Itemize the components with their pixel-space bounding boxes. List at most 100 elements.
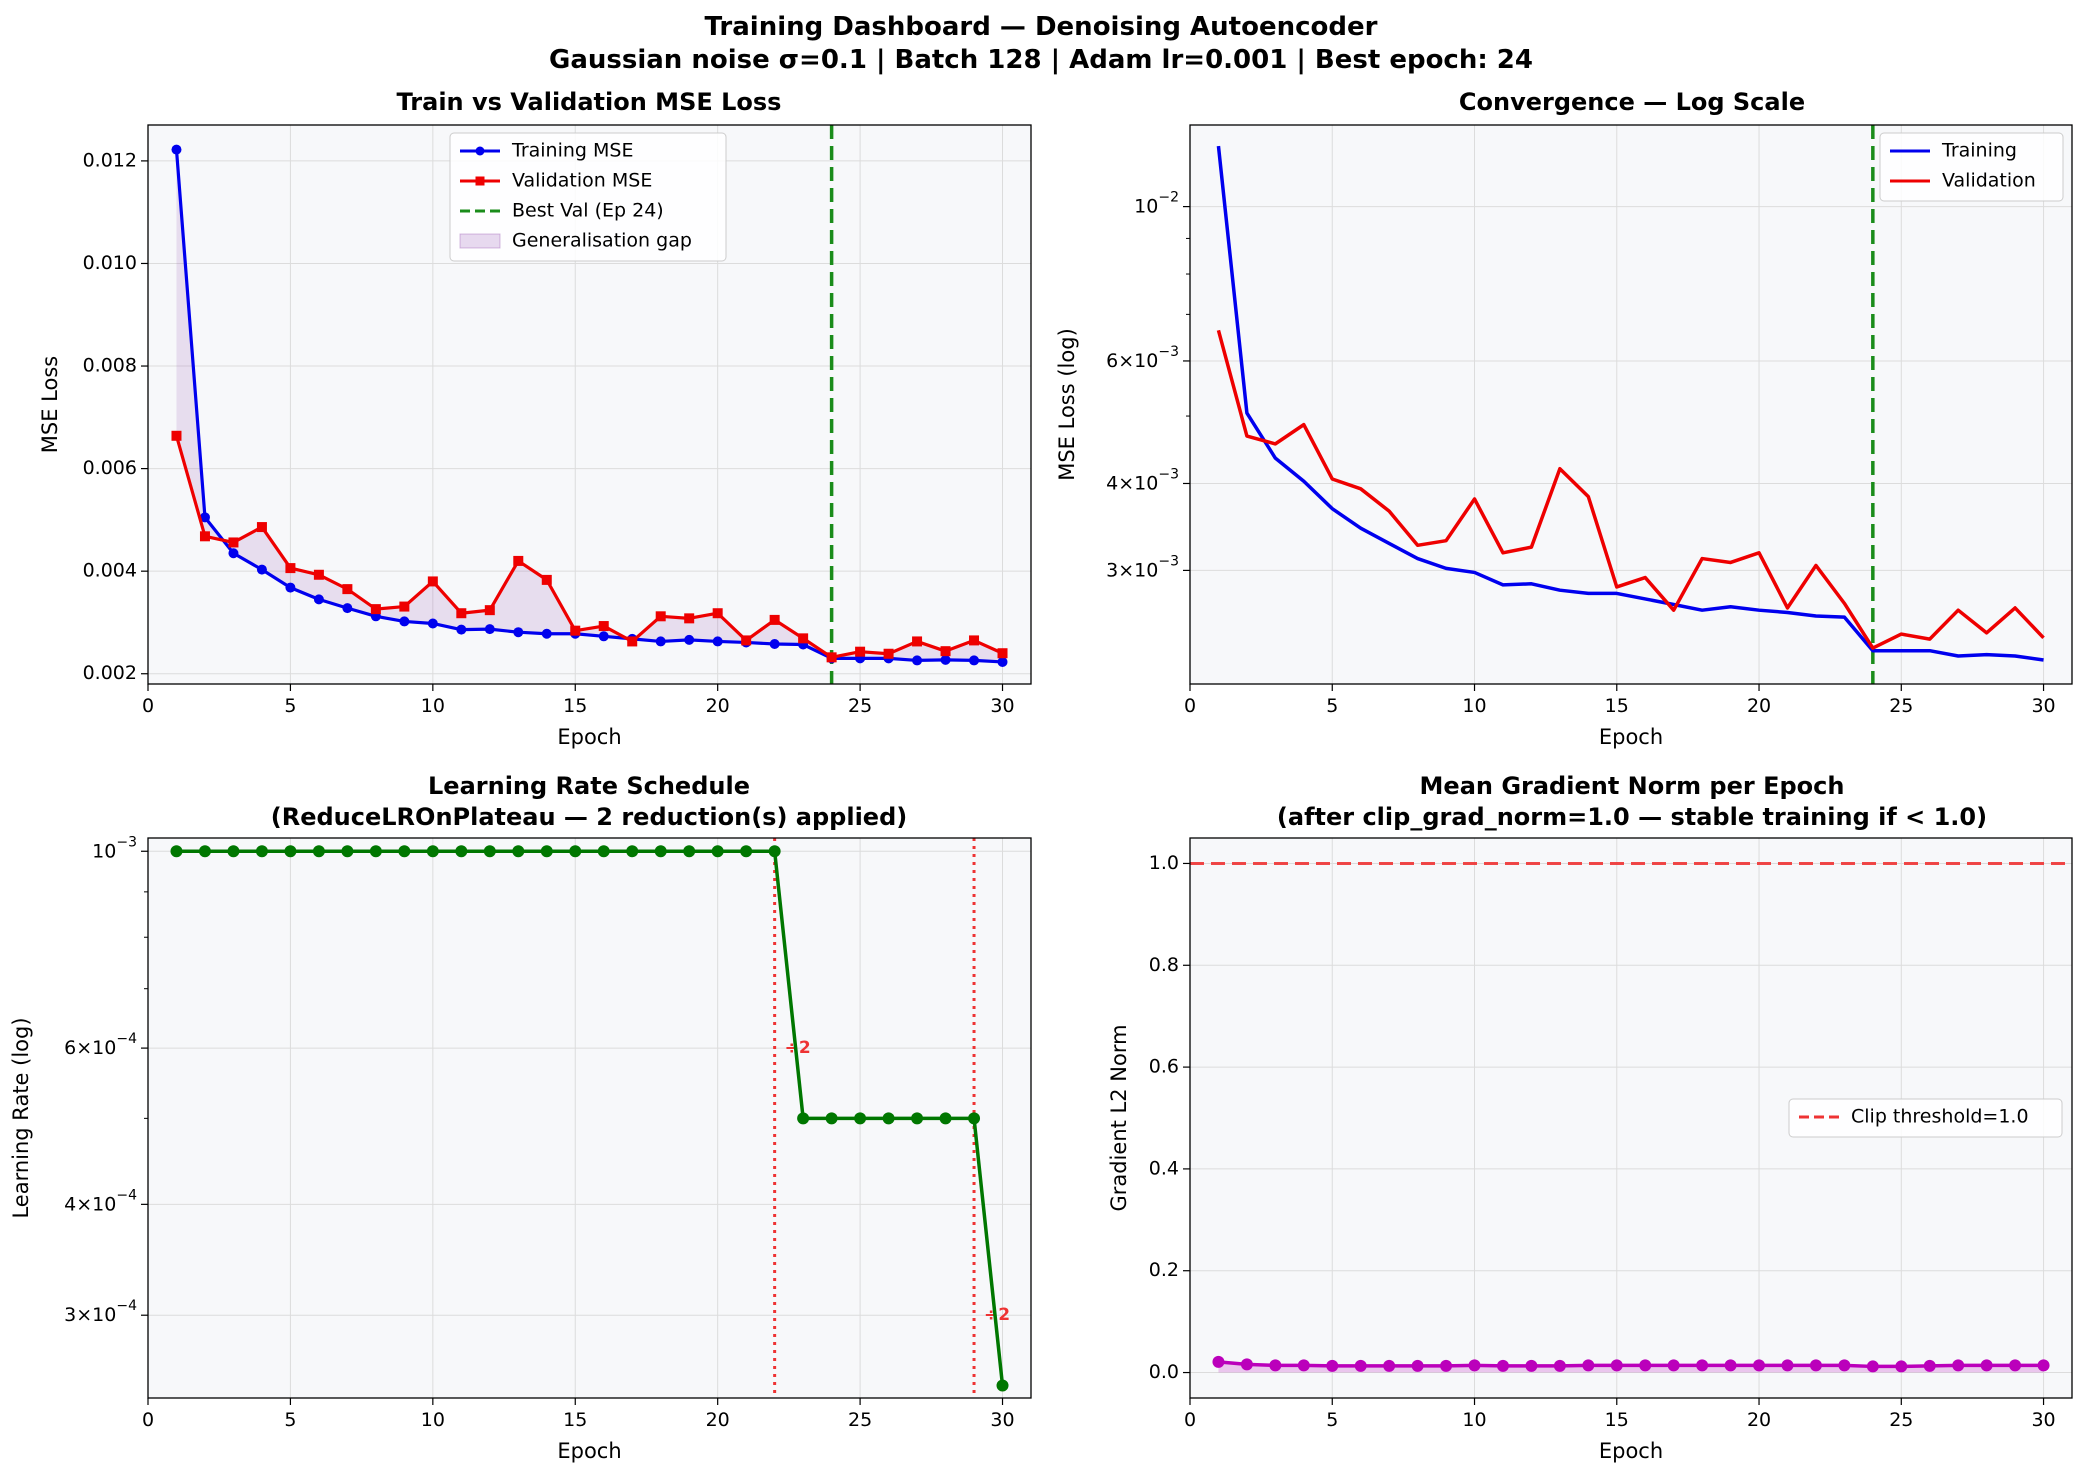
training-mse-point	[427, 618, 438, 629]
y-tick-base: 10	[92, 840, 116, 862]
panel-title: Learning Rate Schedule	[428, 772, 750, 800]
gradient-norm-point	[1980, 1359, 1993, 1372]
y-tick-exponent: −3	[1158, 553, 1179, 569]
y-tick-base: 10	[1134, 195, 1158, 217]
x-tick-label: 10	[421, 1409, 445, 1431]
learning-rate-point	[483, 845, 496, 858]
learning-rate-point	[768, 845, 781, 858]
gradient-norm-point	[1696, 1359, 1709, 1372]
lr-reduction-label: ÷2	[785, 1038, 811, 1058]
y-tick-base: 6×10	[64, 1037, 116, 1059]
validation-mse-point	[199, 531, 210, 542]
gradient-norm-point	[1326, 1359, 1339, 1372]
legend-marker	[475, 176, 485, 186]
training-mse-point	[313, 594, 324, 605]
x-tick-label: 0	[1184, 1409, 1196, 1431]
training-mse-point	[484, 624, 495, 635]
gradient-norm-point	[1383, 1359, 1396, 1372]
learning-rate-point	[711, 845, 724, 858]
learning-rate-point	[455, 845, 468, 858]
gradient-norm-point	[1639, 1359, 1652, 1372]
training-mse-point	[940, 654, 951, 665]
gradient-norm-point	[1895, 1360, 1908, 1373]
training-mse-point	[541, 628, 552, 639]
gradient-norm-point	[1525, 1359, 1538, 1372]
gradient-norm-point	[1610, 1359, 1623, 1372]
validation-mse-point	[912, 636, 923, 647]
legend-swatch	[459, 233, 501, 249]
x-tick-label: 25	[848, 695, 872, 717]
validation-mse-point	[712, 608, 723, 619]
y-tick-label: 6×10−3	[1106, 344, 1179, 372]
panel-subtitle: (ReduceLROnPlateau — 2 reduction(s) appl…	[271, 803, 907, 831]
y-axis-label: MSE Loss	[38, 356, 62, 453]
training-mse-point	[598, 631, 609, 642]
validation-mse-point	[513, 555, 524, 566]
x-tick-label: 10	[421, 695, 445, 717]
validation-mse-point	[570, 625, 581, 636]
y-tick-label: 6×10−4	[64, 1031, 137, 1059]
validation-mse-point	[370, 604, 381, 615]
validation-mse-point	[399, 601, 410, 612]
gradient-norm-point	[1724, 1359, 1737, 1372]
panel-title: Train vs Validation MSE Loss	[397, 88, 782, 116]
validation-mse-point	[342, 584, 353, 595]
training-mse-point	[712, 636, 723, 647]
x-tick-label: 20	[1747, 695, 1771, 717]
plot-area	[1190, 125, 2072, 684]
x-axis-label: Epoch	[557, 725, 621, 749]
validation-mse-point	[684, 613, 695, 624]
y-tick-label: 4×10−3	[1106, 466, 1179, 494]
gradient-norm-point	[1411, 1359, 1424, 1372]
panel-train-val-loss: Train vs Validation MSE Loss 0 5 10 15 20 25 3…	[38, 88, 1032, 749]
gradient-norm-point	[1297, 1359, 1310, 1372]
learning-rate-point	[569, 845, 582, 858]
y-tick-exponent: −3	[1158, 344, 1179, 360]
y-tick-exponent: −4	[116, 1187, 137, 1203]
learning-rate-point	[626, 845, 639, 858]
y-tick-label: 10−3	[92, 834, 137, 862]
gradient-norm-point	[1582, 1359, 1595, 1372]
learning-rate-point	[255, 845, 268, 858]
validation-mse-point	[484, 605, 495, 616]
training-mse-point	[399, 616, 410, 627]
x-tick-label: 5	[1326, 1409, 1338, 1431]
learning-rate-point	[996, 1379, 1009, 1392]
x-tick-label: 30	[2031, 1409, 2055, 1431]
axes-frame	[1189, 837, 2073, 1399]
validation-mse-point	[456, 608, 467, 619]
y-tick-label: 0.002	[83, 662, 137, 684]
axes-frame	[147, 837, 1032, 1399]
y-tick-label: 0.004	[83, 560, 137, 582]
lr-reduction-label: ÷2	[984, 1305, 1010, 1325]
validation-mse-point	[798, 633, 809, 644]
validation-mse-point	[228, 537, 239, 548]
validation-mse-point	[969, 635, 980, 646]
figure-title: Training Dashboard — Denoising Autoencod…	[705, 12, 1378, 42]
gradient-norm-point	[1952, 1359, 1965, 1372]
validation-mse-point	[883, 648, 894, 659]
legend-label: Training MSE	[511, 140, 633, 162]
y-tick-label: 0.010	[83, 252, 137, 274]
legend-label: Validation	[1942, 170, 2036, 192]
x-tick-label: 5	[284, 695, 296, 717]
gradient-norm-point	[1440, 1359, 1453, 1372]
training-mse-point	[997, 656, 1008, 667]
training-mse-point	[171, 144, 182, 155]
gradient-norm-point	[1667, 1359, 1680, 1372]
y-tick-exponent: −2	[1158, 190, 1179, 206]
gradient-norm-area	[1218, 1361, 2044, 1373]
x-tick-label: 15	[563, 695, 587, 717]
figure-subtitle: Gaussian noise σ=0.1 | Batch 128 | Adam …	[549, 45, 1533, 75]
legend-label: Validation MSE	[512, 170, 652, 192]
gradient-norm-point	[1781, 1359, 1794, 1372]
gradient-norm-point	[1354, 1359, 1367, 1372]
y-tick-label: 1.0	[1149, 852, 1179, 874]
validation-mse-point	[855, 646, 866, 657]
y-tick-label: 0.6	[1149, 1056, 1179, 1078]
gradient-norm-point	[1212, 1355, 1225, 1368]
gradient-norm-point	[1496, 1359, 1509, 1372]
x-tick-label: 25	[848, 1409, 872, 1431]
axes-frame	[147, 124, 1032, 685]
